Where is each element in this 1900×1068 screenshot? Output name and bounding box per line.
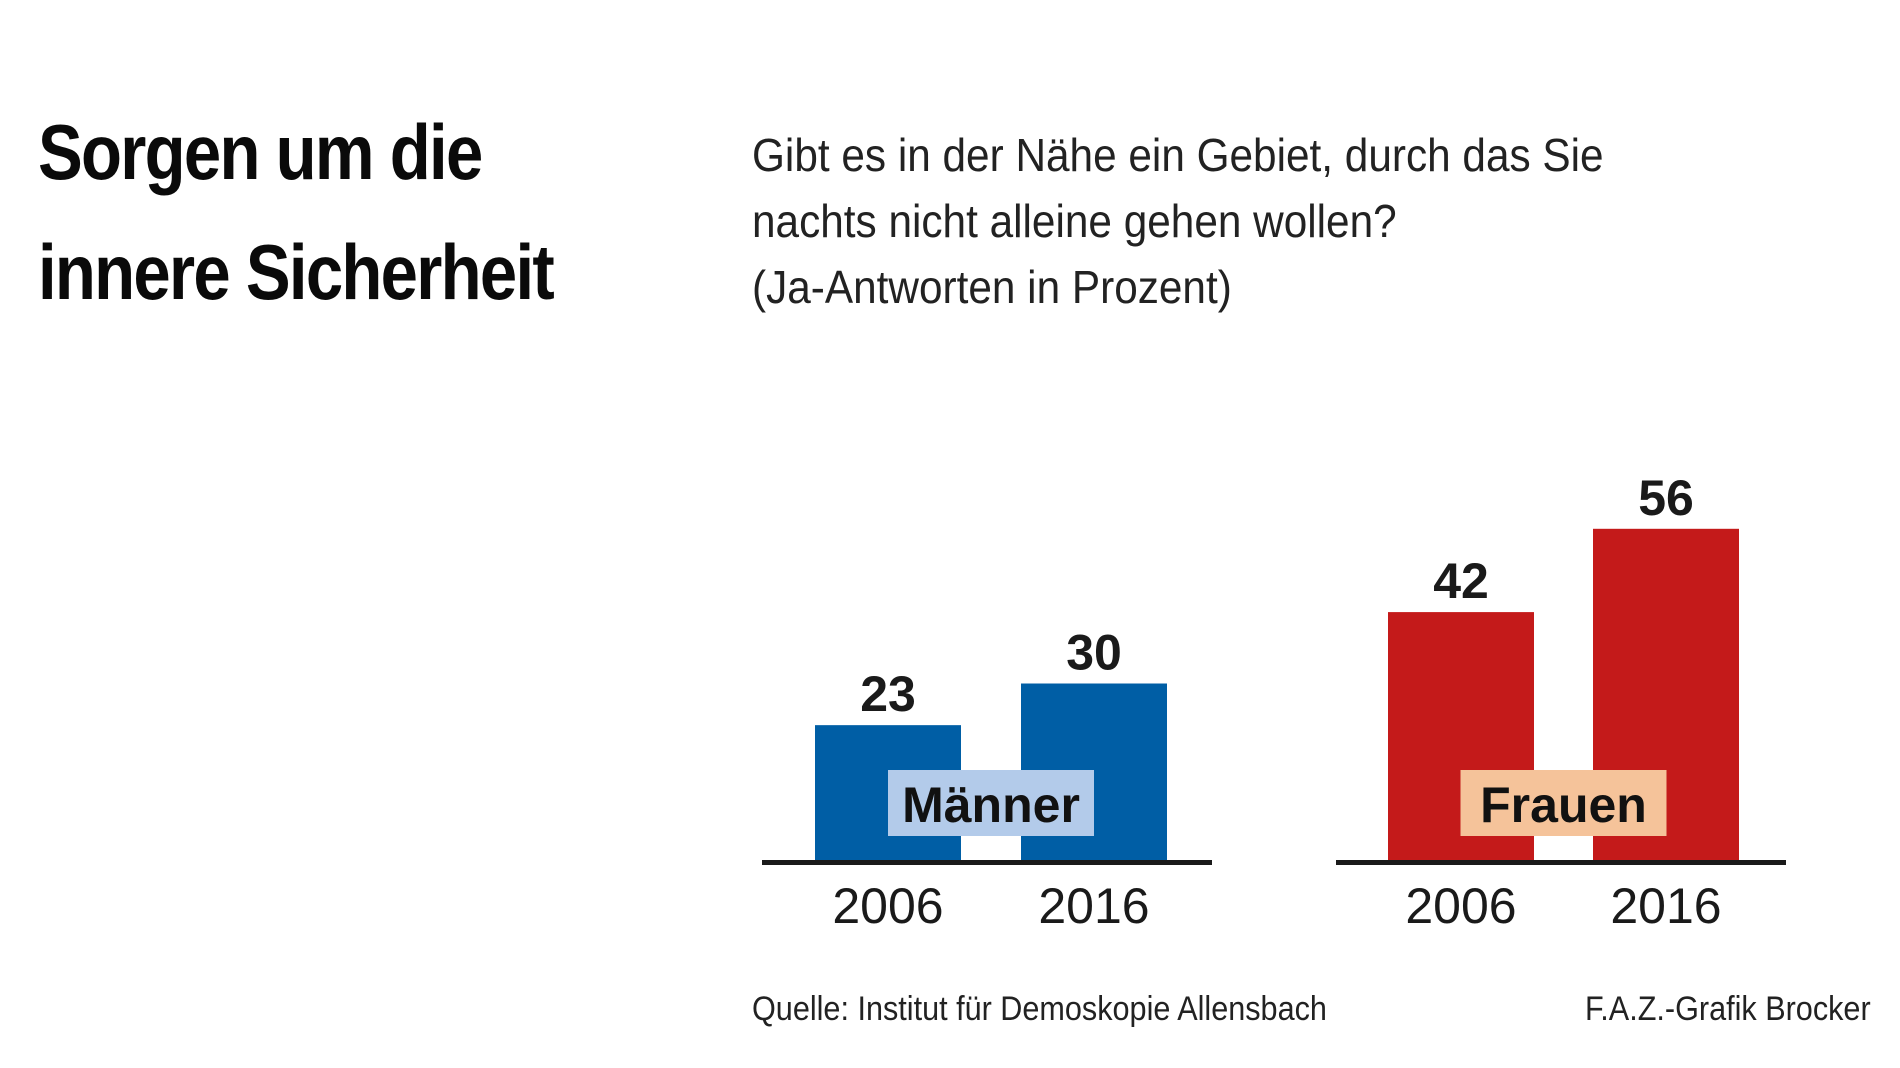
subtitle-line-1: Gibt es in der Nähe ein Gebiet, durch da… <box>752 129 1604 181</box>
title-line-1: Sorgen um die <box>38 108 483 196</box>
group-label-box <box>1460 770 1667 836</box>
title-line-2: innere Sicherheit <box>38 228 555 316</box>
axis-baseline <box>1336 860 1786 865</box>
chart-subtitle: Gibt es in der Nähe ein Gebiet, durch da… <box>752 122 1764 320</box>
axis-baseline <box>762 860 1212 865</box>
category-label: 2006 <box>832 878 943 934</box>
chart-title: Sorgen um die innere Sicherheit <box>38 92 640 332</box>
value-label: 30 <box>1066 625 1122 681</box>
group-label: Männer <box>902 777 1080 833</box>
group-label-box <box>888 770 1094 836</box>
value-label: 42 <box>1433 553 1489 609</box>
category-label: 2016 <box>1038 878 1149 934</box>
category-label: 2016 <box>1610 878 1721 934</box>
subtitle-line-3: (Ja-Antworten in Prozent) <box>752 261 1232 313</box>
credit-note: F.A.Z.-Grafik Brocker <box>1585 990 1871 1028</box>
value-label: 56 <box>1638 470 1694 526</box>
group-label: Frauen <box>1480 777 1647 833</box>
source-note: Quelle: Institut für Demoskopie Allensba… <box>752 990 1327 1028</box>
value-label: 23 <box>860 666 916 722</box>
subtitle-line-2: nachts nicht alleine gehen wollen? <box>752 195 1397 247</box>
category-label: 2006 <box>1405 878 1516 934</box>
